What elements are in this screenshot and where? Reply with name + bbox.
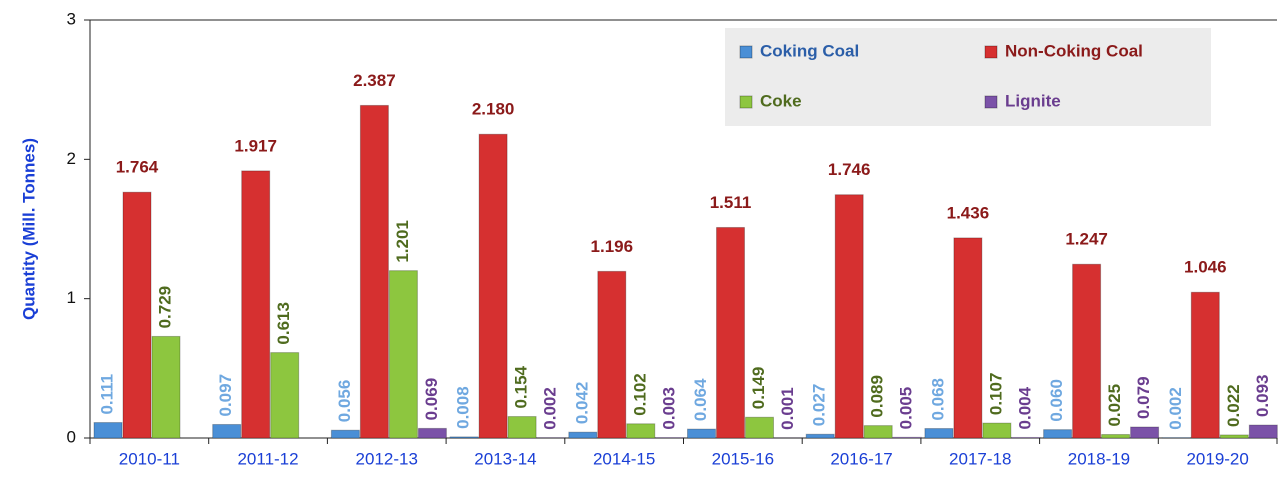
legend-label: Coking Coal (760, 41, 859, 60)
value-label: 0.003 (659, 387, 678, 430)
bar (924, 428, 954, 439)
value-label: 0.097 (216, 374, 235, 417)
bar (1101, 434, 1131, 439)
bar (626, 423, 656, 439)
x-tick-label: 2015-16 (712, 449, 774, 468)
value-label: 0.079 (1134, 376, 1153, 419)
value-label: 0.064 (691, 378, 710, 421)
bar (1011, 436, 1041, 439)
x-tick-label: 2011-12 (237, 449, 298, 468)
bar (122, 191, 152, 439)
value-label: 0.008 (454, 386, 473, 429)
bar (687, 428, 716, 439)
value-label: 1.917 (234, 136, 277, 155)
value-label: 1.511 (710, 193, 752, 212)
value-label: 0.056 (335, 380, 354, 423)
bar (478, 133, 508, 439)
bar (151, 335, 181, 439)
value-label: 1.201 (393, 220, 412, 263)
value-label: 0.154 (512, 365, 531, 408)
bar (863, 425, 893, 439)
bar (359, 104, 389, 439)
y-axis-label: Quantity (Mill. Tonnes) (19, 138, 38, 320)
y-tick-label: 0 (67, 427, 76, 446)
legend-label: Coke (760, 91, 802, 110)
legend-swatch (739, 95, 753, 109)
value-label: 1.247 (1065, 230, 1108, 249)
y-tick-label: 3 (67, 9, 76, 28)
legend-label: Non-Coking Coal (1005, 41, 1143, 60)
bar (1130, 426, 1160, 439)
legend-swatch (739, 45, 753, 59)
x-tick-label: 2019-20 (1186, 449, 1248, 468)
bar (834, 194, 864, 439)
bar (805, 433, 835, 439)
value-label: 0.613 (274, 302, 293, 345)
bar (568, 431, 598, 439)
value-label: 0.089 (868, 375, 887, 418)
value-label: 0.002 (1166, 387, 1185, 430)
bar (388, 270, 418, 439)
value-label: 1.764 (116, 158, 159, 177)
bar (1190, 291, 1220, 439)
value-label: 0.060 (1047, 379, 1066, 422)
value-label: 1.196 (591, 237, 634, 256)
bar (449, 436, 479, 439)
value-label: 1.046 (1184, 258, 1227, 277)
bar (93, 422, 123, 439)
value-label: 0.111 (97, 374, 116, 415)
bar (716, 226, 745, 439)
y-tick-label: 1 (67, 288, 76, 307)
value-label: 0.004 (1015, 386, 1034, 429)
value-label: 2.387 (353, 71, 396, 90)
bar (212, 423, 242, 439)
value-label: 1.746 (828, 160, 871, 179)
bar (892, 436, 922, 439)
bar (953, 237, 983, 439)
value-label: 0.005 (897, 387, 916, 430)
bar (417, 427, 447, 439)
x-tick-label: 2010-11 (119, 449, 180, 468)
bar (1072, 263, 1102, 439)
x-tick-label: 2018-19 (1068, 449, 1130, 468)
bar (1248, 424, 1278, 439)
legend-box (725, 28, 1211, 126)
bar (330, 429, 360, 439)
value-label: 1.436 (947, 203, 990, 222)
value-label: 0.093 (1253, 374, 1272, 417)
legend-swatch (984, 95, 998, 109)
value-label: 0.069 (422, 378, 441, 421)
x-tick-label: 2014-15 (593, 449, 655, 468)
bar (1043, 429, 1073, 439)
value-label: 0.025 (1105, 384, 1124, 427)
value-label: 0.042 (572, 382, 591, 425)
value-label: 0.149 (749, 367, 768, 410)
bar (1219, 434, 1249, 439)
value-label: 0.102 (630, 373, 649, 416)
bar (982, 422, 1012, 439)
legend-swatch (984, 45, 998, 59)
value-label: 0.001 (778, 387, 797, 430)
value-label: 0.022 (1224, 384, 1243, 427)
value-label: 0.107 (986, 373, 1005, 416)
y-tick-label: 2 (67, 149, 76, 168)
value-label: 2.180 (472, 100, 515, 119)
x-tick-label: 2012-13 (356, 449, 418, 468)
value-label: 0.729 (155, 286, 174, 329)
bar (745, 416, 774, 439)
value-label: 0.002 (541, 387, 560, 430)
bar (597, 270, 627, 439)
legend-label: Lignite (1005, 91, 1061, 110)
bar (507, 416, 537, 439)
x-tick-label: 2017-18 (949, 449, 1011, 468)
value-label: 0.068 (928, 378, 947, 421)
value-label: 0.027 (810, 384, 829, 427)
x-tick-label: 2016-17 (830, 449, 892, 468)
bar (241, 170, 271, 439)
bar (270, 352, 300, 439)
x-tick-label: 2013-14 (474, 449, 536, 468)
